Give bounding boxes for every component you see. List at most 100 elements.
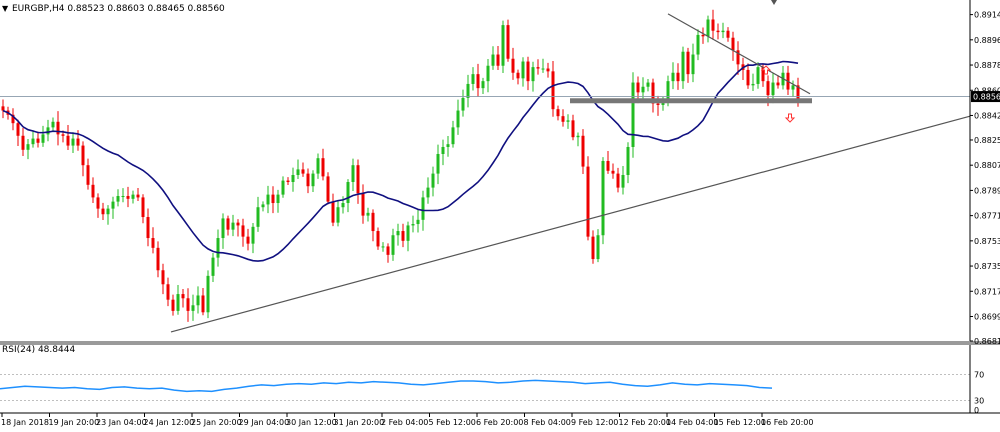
y-tick-label: 0.88785 [974, 61, 1000, 70]
candle [236, 219, 240, 237]
candle [96, 193, 100, 218]
candle-body [186, 298, 190, 311]
candle-body [196, 295, 200, 306]
ascending-trendline [170, 115, 971, 333]
candle [361, 184, 365, 224]
candle [306, 168, 310, 194]
candle-body [611, 170, 615, 174]
candle-body [171, 299, 175, 311]
x-tick-label: 8 Feb 04:00 [524, 418, 571, 427]
candle-body [256, 207, 260, 227]
y-tick-label: 0.86815 [974, 337, 1000, 346]
candle [516, 69, 520, 85]
candle-body [126, 196, 130, 199]
candle [166, 277, 170, 307]
rsi-header: RSI(24) 48.8444 [2, 345, 75, 355]
candle [1, 99, 5, 119]
shift-marker-icon[interactable] [771, 0, 777, 5]
candle-body [711, 19, 715, 31]
candle [411, 215, 415, 233]
x-tick-label: 5 Feb 12:00 [429, 418, 476, 427]
candle [16, 119, 20, 146]
candle-body [671, 72, 675, 82]
candle-body [101, 208, 105, 215]
candle-body [106, 208, 110, 215]
candle-body [276, 194, 280, 204]
candle-body [281, 180, 285, 195]
candle [51, 117, 55, 131]
symbol-header-arrow[interactable]: ▼ [2, 4, 9, 13]
candle-body [16, 123, 20, 136]
candle [321, 148, 325, 181]
candle [86, 158, 90, 190]
candle-body [246, 236, 250, 244]
candle-body [496, 54, 500, 66]
candle [721, 22, 725, 39]
candle [641, 77, 645, 99]
candle-body [261, 204, 265, 208]
candle [326, 172, 330, 205]
x-tick-label: 23 Jan 04:00 [96, 418, 147, 427]
support-zone [570, 98, 812, 104]
candle-body [466, 83, 470, 98]
candle-body [266, 194, 270, 205]
candle [506, 19, 510, 62]
candle-body [146, 217, 150, 239]
candle-body [511, 58, 515, 73]
y-tick-label: 0.89145 [974, 11, 1000, 20]
candle-body [766, 81, 770, 96]
candle-body [701, 34, 705, 37]
candle-body [416, 219, 420, 225]
candle-body [151, 238, 155, 248]
candle [586, 156, 590, 241]
candle-body [141, 197, 145, 218]
candle [276, 189, 280, 213]
candle-body [346, 182, 350, 204]
candle [556, 105, 560, 121]
up-arrow-icon [760, 65, 772, 75]
candle-body [501, 25, 505, 66]
candle-body [441, 146, 445, 154]
candle [431, 166, 435, 197]
candle-body [201, 295, 205, 313]
candle-body [791, 85, 795, 90]
candle-body [296, 169, 300, 176]
candle-body [471, 74, 475, 84]
candle-body [556, 109, 560, 117]
candle-body [676, 72, 680, 82]
candle [256, 196, 260, 232]
candle-body [461, 97, 465, 111]
candle [686, 47, 690, 83]
candle-body [596, 235, 600, 260]
candle-body [86, 165, 90, 185]
candle [591, 230, 595, 264]
candle [196, 286, 200, 314]
candle-body [361, 193, 365, 216]
candle [221, 213, 225, 249]
y-tick-label: 0.88965 [974, 36, 1000, 45]
pane-separator [0, 341, 1000, 345]
candle-body [91, 184, 95, 198]
candle-body [21, 135, 25, 150]
candle [716, 23, 720, 40]
candle-body [576, 135, 580, 138]
candle-body [731, 37, 735, 51]
candle [156, 241, 160, 278]
candle [301, 162, 305, 177]
candle-body [626, 146, 630, 176]
candle [701, 27, 705, 44]
candle-body [386, 246, 390, 255]
rsi-tick-label: 70 [974, 371, 984, 380]
candle [126, 186, 130, 208]
candle [736, 41, 740, 75]
candle [456, 99, 460, 135]
candle-body [736, 50, 740, 65]
candle-body [356, 165, 360, 194]
candle-body [476, 74, 480, 89]
candle-body [656, 103, 660, 105]
